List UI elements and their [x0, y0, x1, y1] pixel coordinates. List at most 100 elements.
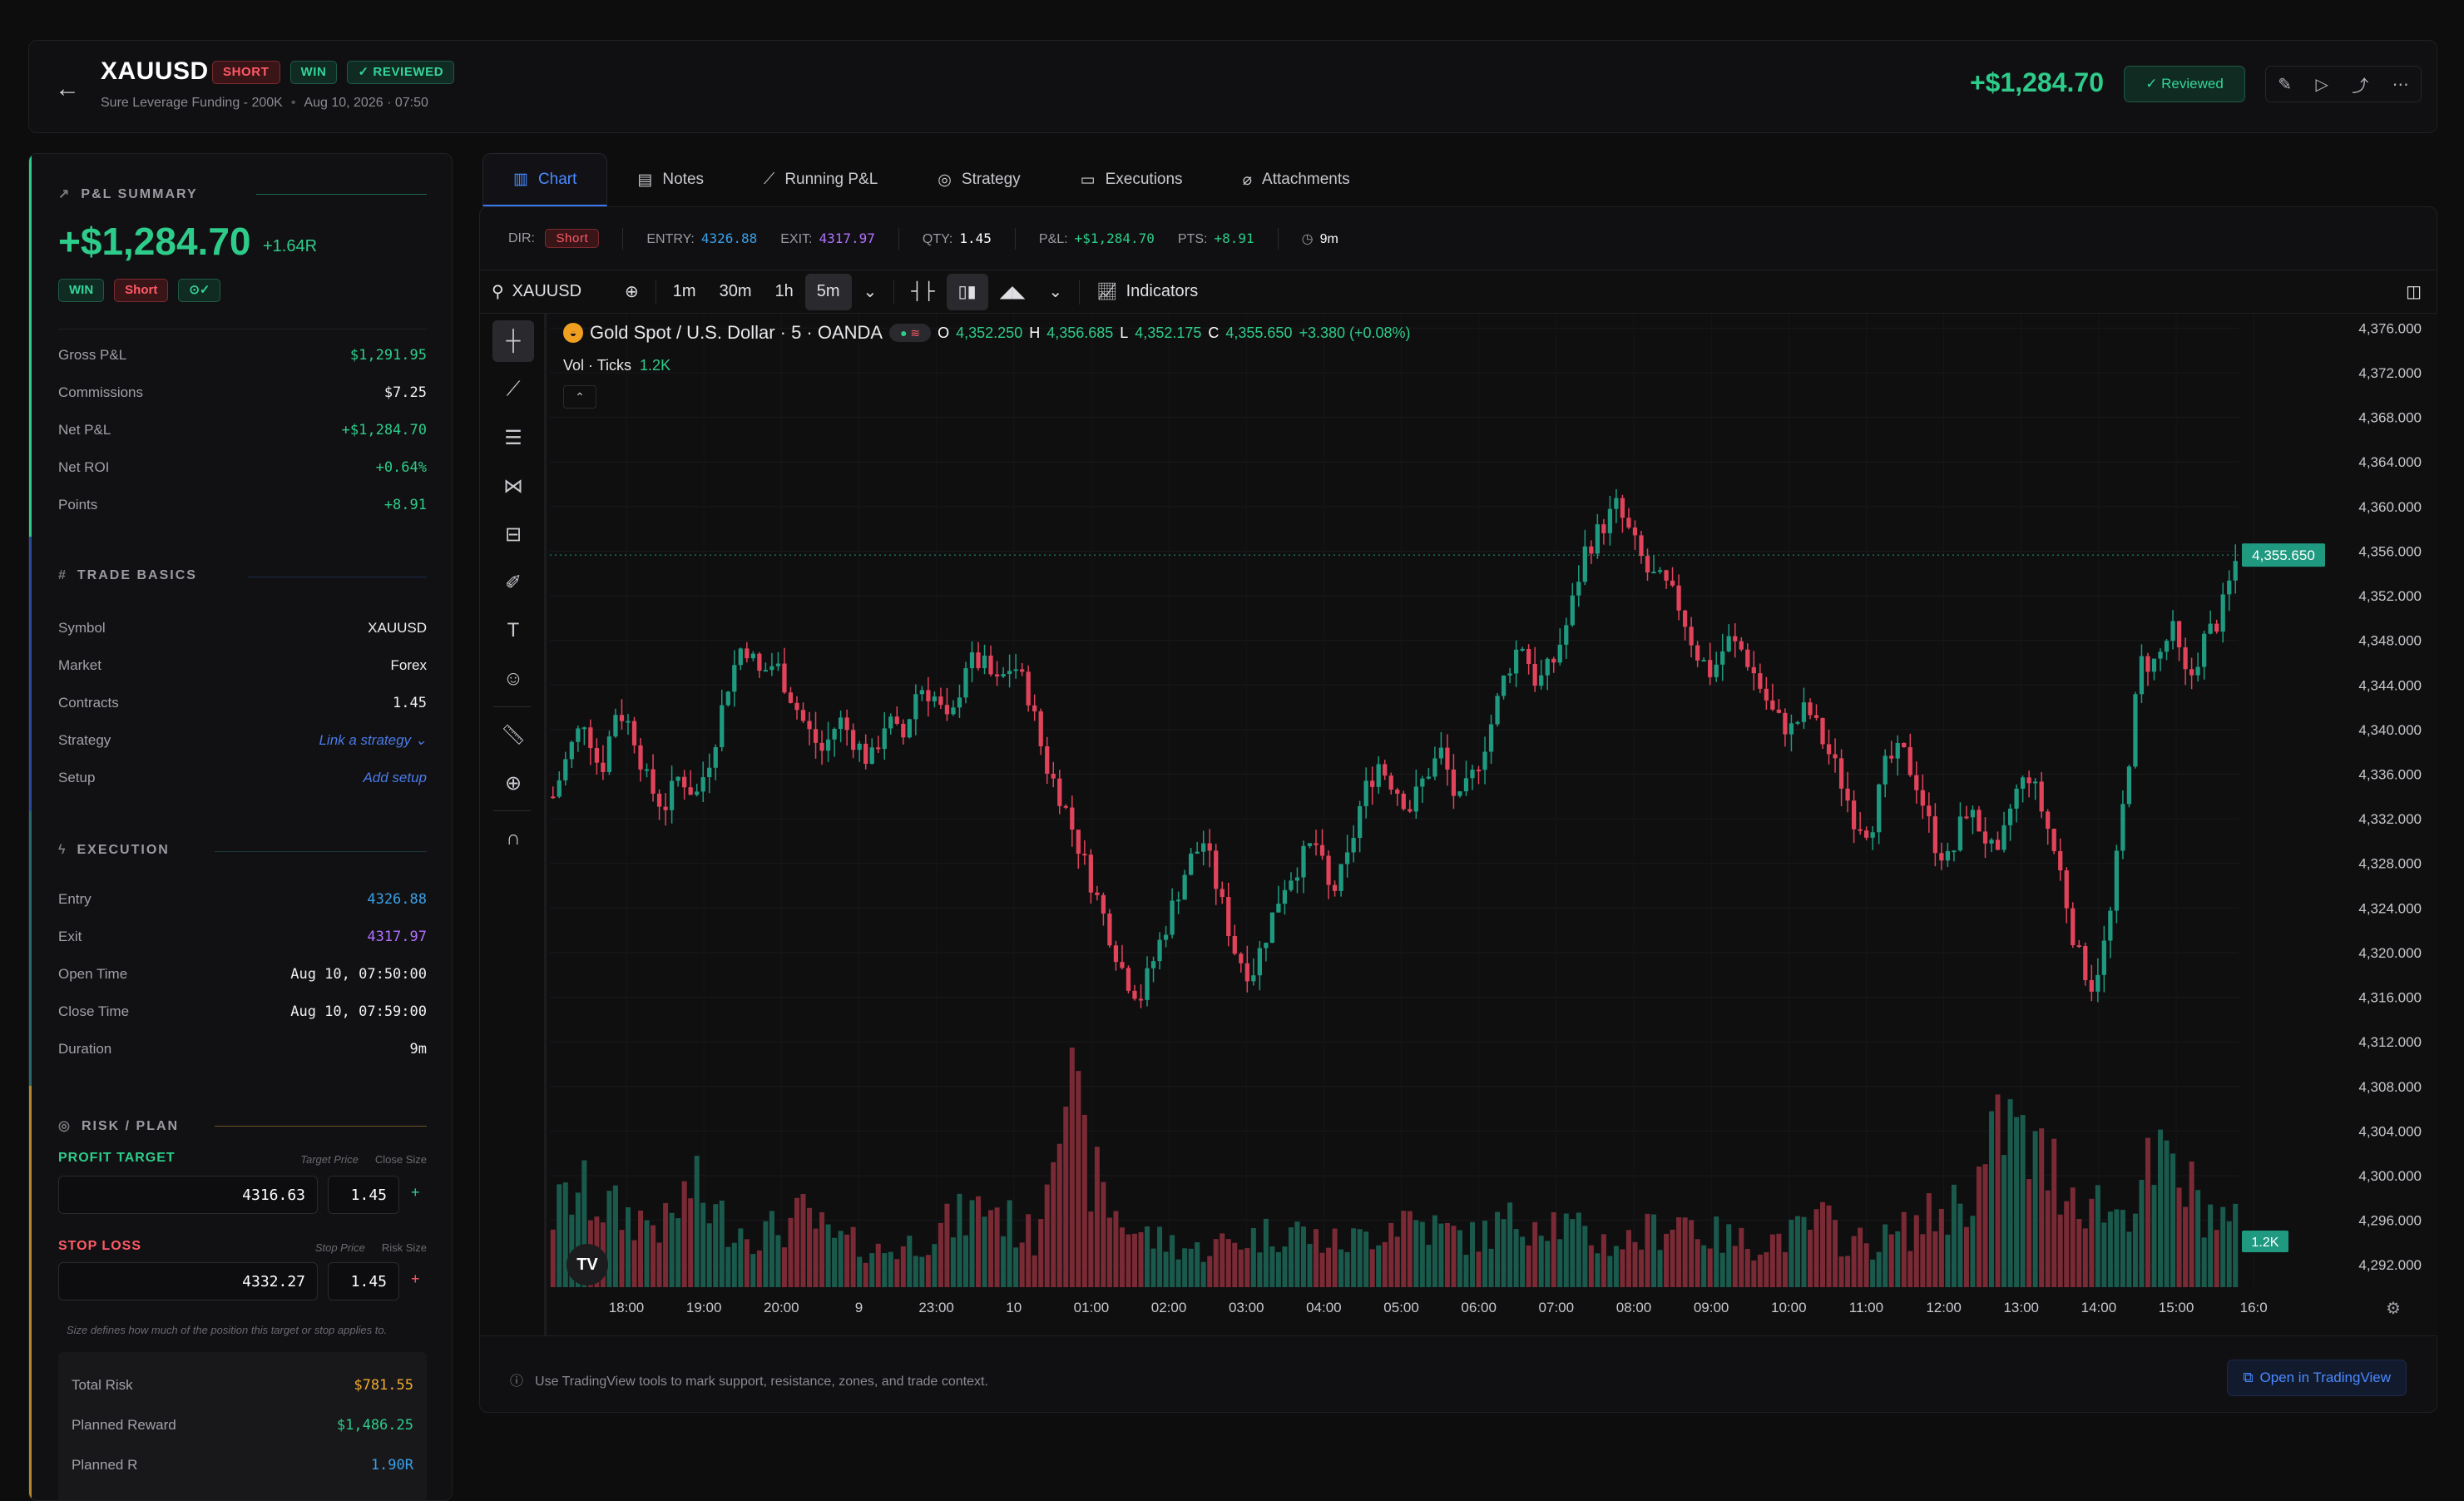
brush-icon[interactable]: ✐ — [504, 571, 522, 594]
candle-body — [1095, 892, 1100, 895]
tab-notes[interactable]: ▤ Notes — [607, 153, 734, 206]
volume-bar — [756, 1250, 762, 1287]
magnet-icon[interactable]: ∩ — [506, 827, 521, 850]
open-in-tradingview-button[interactable]: ⧉ Open in TradingView — [2227, 1360, 2407, 1396]
target-price-input[interactable]: 4316.63 — [58, 1176, 318, 1214]
interval-30m[interactable]: 30m — [719, 282, 752, 300]
candlestick-svg[interactable]: 4,376.000 4,372.000 4,368.000 4,364.000 4,36… — [550, 314, 2438, 1335]
volume-bar — [1369, 1249, 1375, 1287]
candle-body — [1939, 853, 1944, 861]
risk-size-input[interactable]: 1.45 — [328, 1262, 399, 1300]
detail-row: Close Time Aug 10, 07:59:00 — [58, 1003, 427, 1020]
candle-body — [651, 769, 656, 794]
price-chart[interactable]: 4,376.000 4,372.000 4,368.000 4,364.000 4,36… — [550, 314, 2438, 1335]
candle-body — [1388, 775, 1393, 790]
volume-bar — [2226, 1221, 2232, 1287]
candle-style-icon[interactable]: ▯▮ — [946, 273, 988, 310]
volume-bar — [1451, 1226, 1457, 1287]
play-icon[interactable]: ▷ — [2315, 75, 2328, 94]
detail-row-label: Net ROI — [58, 459, 110, 475]
chart-type-dropdown-icon[interactable]: ⌄ — [1048, 283, 1063, 301]
zoom-in-icon[interactable]: ⊕ — [504, 771, 522, 795]
close-size-input[interactable]: 1.45 — [328, 1176, 399, 1214]
bar-style-icon[interactable]: ┤├ — [911, 282, 935, 300]
candle-body — [1370, 780, 1375, 787]
volume-bar — [1275, 1251, 1281, 1287]
tab-chart[interactable]: ▥ Chart — [482, 153, 608, 206]
candle-body — [2046, 811, 2051, 830]
tab-running-pnl[interactable]: ⟋ Running P&L — [734, 153, 908, 206]
volume-bar — [1895, 1231, 1901, 1287]
collapse-legend-icon[interactable]: ⌃ — [563, 385, 596, 409]
indicators-button[interactable]: 📈︎ Indicators — [1085, 270, 1210, 314]
volume-bar — [1432, 1215, 1437, 1287]
edit-icon[interactable]: ✎ — [2278, 75, 2292, 94]
volume-bar — [925, 1255, 931, 1287]
close-size-label: Close Size — [374, 1153, 427, 1166]
chart-footer: ⓘ Use TradingView tools to mark support, … — [480, 1335, 2437, 1414]
x-tick-label: 15:00 — [2159, 1300, 2194, 1315]
x-tick-label: 20:00 — [764, 1300, 799, 1315]
pattern-icon[interactable]: ⋈ — [503, 474, 523, 498]
share-icon[interactable]: ⤴ — [2352, 77, 2369, 96]
tab-attachments-label: Attachments — [1262, 171, 1350, 188]
x-tick-label: 04:00 — [1306, 1300, 1342, 1315]
volume-bar — [1595, 1253, 1601, 1287]
exit-value: 4317.97 — [819, 230, 875, 246]
trendline-icon[interactable]: ⟋ — [506, 378, 521, 400]
interval-1h[interactable]: 1h — [774, 282, 794, 300]
compare-icon[interactable]: ⊕ — [625, 283, 639, 301]
interval-1m[interactable]: 1m — [672, 282, 696, 300]
camera-icon[interactable]: ◫ — [2406, 283, 2422, 301]
back-arrow-icon[interactable]: ← — [55, 75, 80, 102]
candle-body — [882, 728, 887, 750]
interval-5m[interactable]: 5m — [804, 273, 852, 310]
volume-bar — [1145, 1226, 1150, 1287]
x-tick-label: 05:00 — [1383, 1300, 1419, 1315]
volume-bar — [1776, 1233, 1782, 1287]
volume-bar — [919, 1256, 925, 1287]
candle-body — [1120, 962, 1125, 968]
more-icon[interactable]: ⋯ — [2392, 75, 2409, 94]
fib-lines-icon[interactable]: ☰ — [504, 426, 522, 449]
risk-size-label: Risk Size — [381, 1241, 427, 1254]
add-target-icon[interactable]: + — [411, 1184, 420, 1201]
crosshair-icon[interactable]: ┼ — [492, 320, 534, 362]
candle-body — [1076, 830, 1081, 855]
candle-body — [1733, 636, 1738, 642]
stop-price-input[interactable]: 4332.27 — [58, 1262, 318, 1300]
volume-bar — [1714, 1216, 1719, 1287]
candle-body — [1383, 764, 1388, 776]
volume-bar — [2120, 1210, 2125, 1287]
forecast-icon[interactable]: ⊟ — [504, 523, 522, 546]
candle-body — [613, 715, 618, 737]
y-tick-label: 4,312.000 — [2358, 1034, 2422, 1050]
interval-dropdown-icon[interactable]: ⌄ — [863, 283, 878, 301]
symbol-search[interactable]: ⚲ XAUUSD — [480, 270, 593, 314]
detail-row-value[interactable]: Add setup — [363, 770, 427, 785]
candle-body — [825, 739, 831, 751]
tab-strategy[interactable]: ◎ Strategy — [908, 153, 1050, 206]
candle-body — [2071, 908, 2076, 946]
detail-row-value: +8.91 — [383, 497, 427, 513]
area-style-icon[interactable]: ◢◣ — [999, 283, 1026, 301]
add-stop-icon[interactable]: + — [411, 1271, 420, 1287]
tab-attachments[interactable]: ⌀ Attachments — [1213, 153, 1380, 206]
divider — [493, 810, 531, 811]
reviewed-button[interactable]: ✓ Reviewed — [2124, 66, 2245, 102]
candle-body — [1708, 660, 1713, 677]
line-chart-icon: ⟋ — [764, 171, 775, 188]
x-tick-label: 10:00 — [1771, 1300, 1807, 1315]
volume-bar — [1858, 1227, 1863, 1287]
trade-symbol: XAUUSD — [101, 57, 209, 85]
ohlc-open: 4,352.250 — [956, 324, 1023, 341]
candle-body — [713, 746, 718, 768]
emoji-icon[interactable]: ☺ — [502, 667, 524, 690]
candle-body — [1751, 666, 1756, 674]
volume-bar — [1476, 1251, 1482, 1287]
tab-executions[interactable]: ▭ Executions — [1051, 153, 1213, 206]
ruler-icon[interactable]: 📏︎ — [500, 723, 527, 746]
detail-row-value[interactable]: Link a strategy ⌄ — [319, 732, 427, 748]
volume-value: 1.2K — [640, 357, 671, 374]
text-icon[interactable]: T — [507, 619, 520, 642]
